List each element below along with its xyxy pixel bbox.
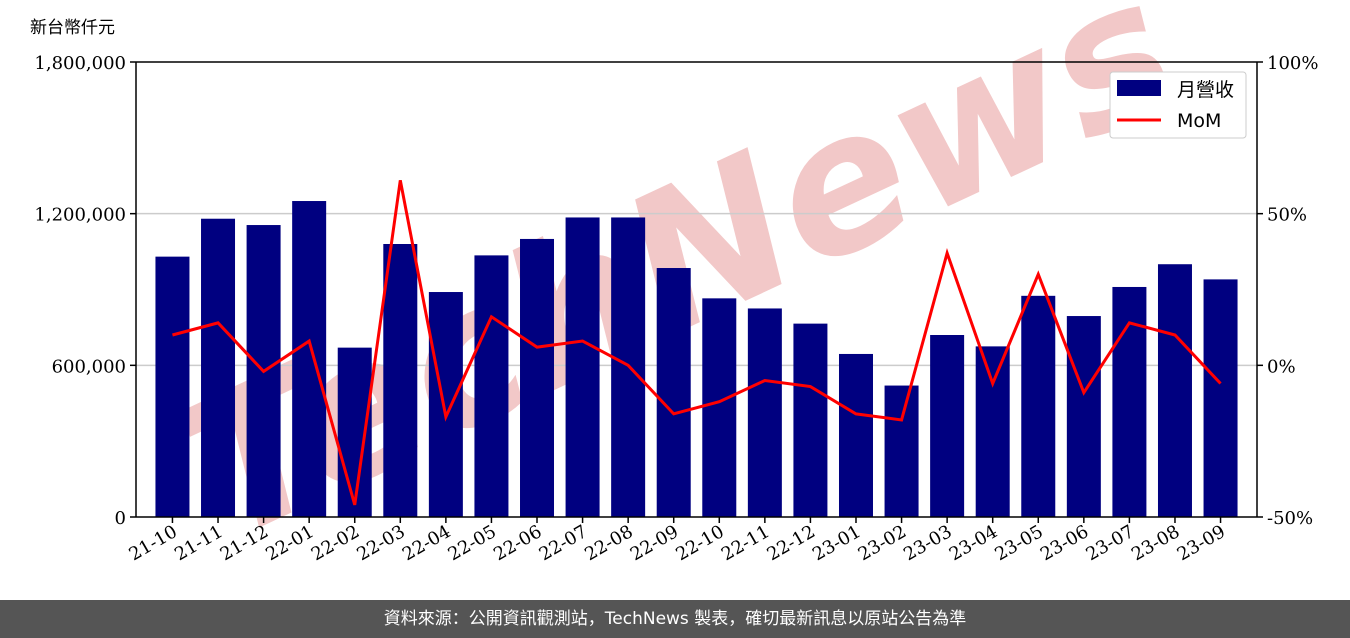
y-right-tick-label: -50% [1267,508,1313,529]
x-tick-label: 22-12 [763,521,818,565]
x-tick-label: 23-05 [991,521,1046,565]
x-tick-label: 23-07 [1082,521,1137,565]
x-tick-label: 22-10 [672,521,727,565]
bar-22-05 [474,255,509,517]
x-tick-label: 23-03 [900,521,955,565]
bar-22-06 [520,238,555,517]
y-left-tick-label: 1,200,000 [34,205,126,226]
bar-22-07 [565,217,600,518]
y-right-tick-label: 50% [1267,205,1307,226]
y-right-tick-label: 100% [1267,53,1318,74]
x-tick-label: 22-09 [627,521,682,565]
bar-22-11 [747,308,782,517]
legend-label-mom: MoM [1177,110,1221,132]
y-left-tick-label: 600,000 [52,356,126,377]
bar-23-09 [1203,279,1238,517]
bar-23-05 [1021,295,1056,517]
bar-22-09 [656,268,691,517]
x-tick-label: 22-04 [399,521,454,565]
y-left-tick-label: 0 [115,508,126,529]
bar-21-11 [201,218,236,517]
bar-22-10 [702,298,737,517]
y-axis-right-labels: -50% 0% 50% 100% [1267,53,1318,529]
bar-23-03 [930,335,965,517]
bar-22-02 [337,347,372,517]
y-left-tick-label: 1,800,000 [34,53,126,74]
unit-label: 新台幣仟元 [30,18,115,38]
x-tick-label: 22-07 [536,521,591,565]
x-tick-label: 23-09 [1174,521,1229,565]
y-right-tick-label: 0% [1267,356,1296,377]
bar-23-08 [1157,264,1192,517]
bar-21-10 [155,256,190,517]
y-axis-left-labels: 0 600,000 1,200,000 1,800,000 [34,53,126,529]
legend-label-revenue: 月營收 [1177,79,1234,101]
bar-22-01 [292,201,327,517]
bar-22-04 [428,292,463,517]
bar-22-12 [793,323,828,517]
footer-source-note: 資料來源：公開資訊觀測站，TechNews 製表，確切最新訊息以原站公告為準 [0,600,1350,638]
mom-line [172,180,1222,506]
bar-23-01 [838,353,873,517]
x-tick-label: 22-06 [490,521,545,565]
x-tick-label: 23-02 [855,521,910,565]
bar-22-03 [383,244,418,517]
legend: 月營收 MoM [1109,71,1247,139]
x-tick-label: 21-10 [126,521,181,565]
x-tick-label: 22-08 [581,521,636,565]
x-tick-label: 21-11 [171,521,226,565]
bar-23-04 [975,346,1010,517]
axes [130,61,1263,523]
x-tick-label: 22-11 [718,521,773,565]
x-tick-label: 23-08 [1128,521,1183,565]
legend-swatch-revenue [1117,80,1161,96]
bar-23-02 [884,385,919,517]
x-tick-label: 23-01 [809,521,864,565]
x-tick-label: 23-04 [946,521,1001,565]
x-tick-label: 23-06 [1037,521,1092,565]
x-tick-label: 22-05 [445,521,500,565]
bar-23-06 [1066,316,1101,517]
revenue-chart: TechNews 新台幣仟元 0600,0001,200,0001,800,00… [30,0,1318,583]
